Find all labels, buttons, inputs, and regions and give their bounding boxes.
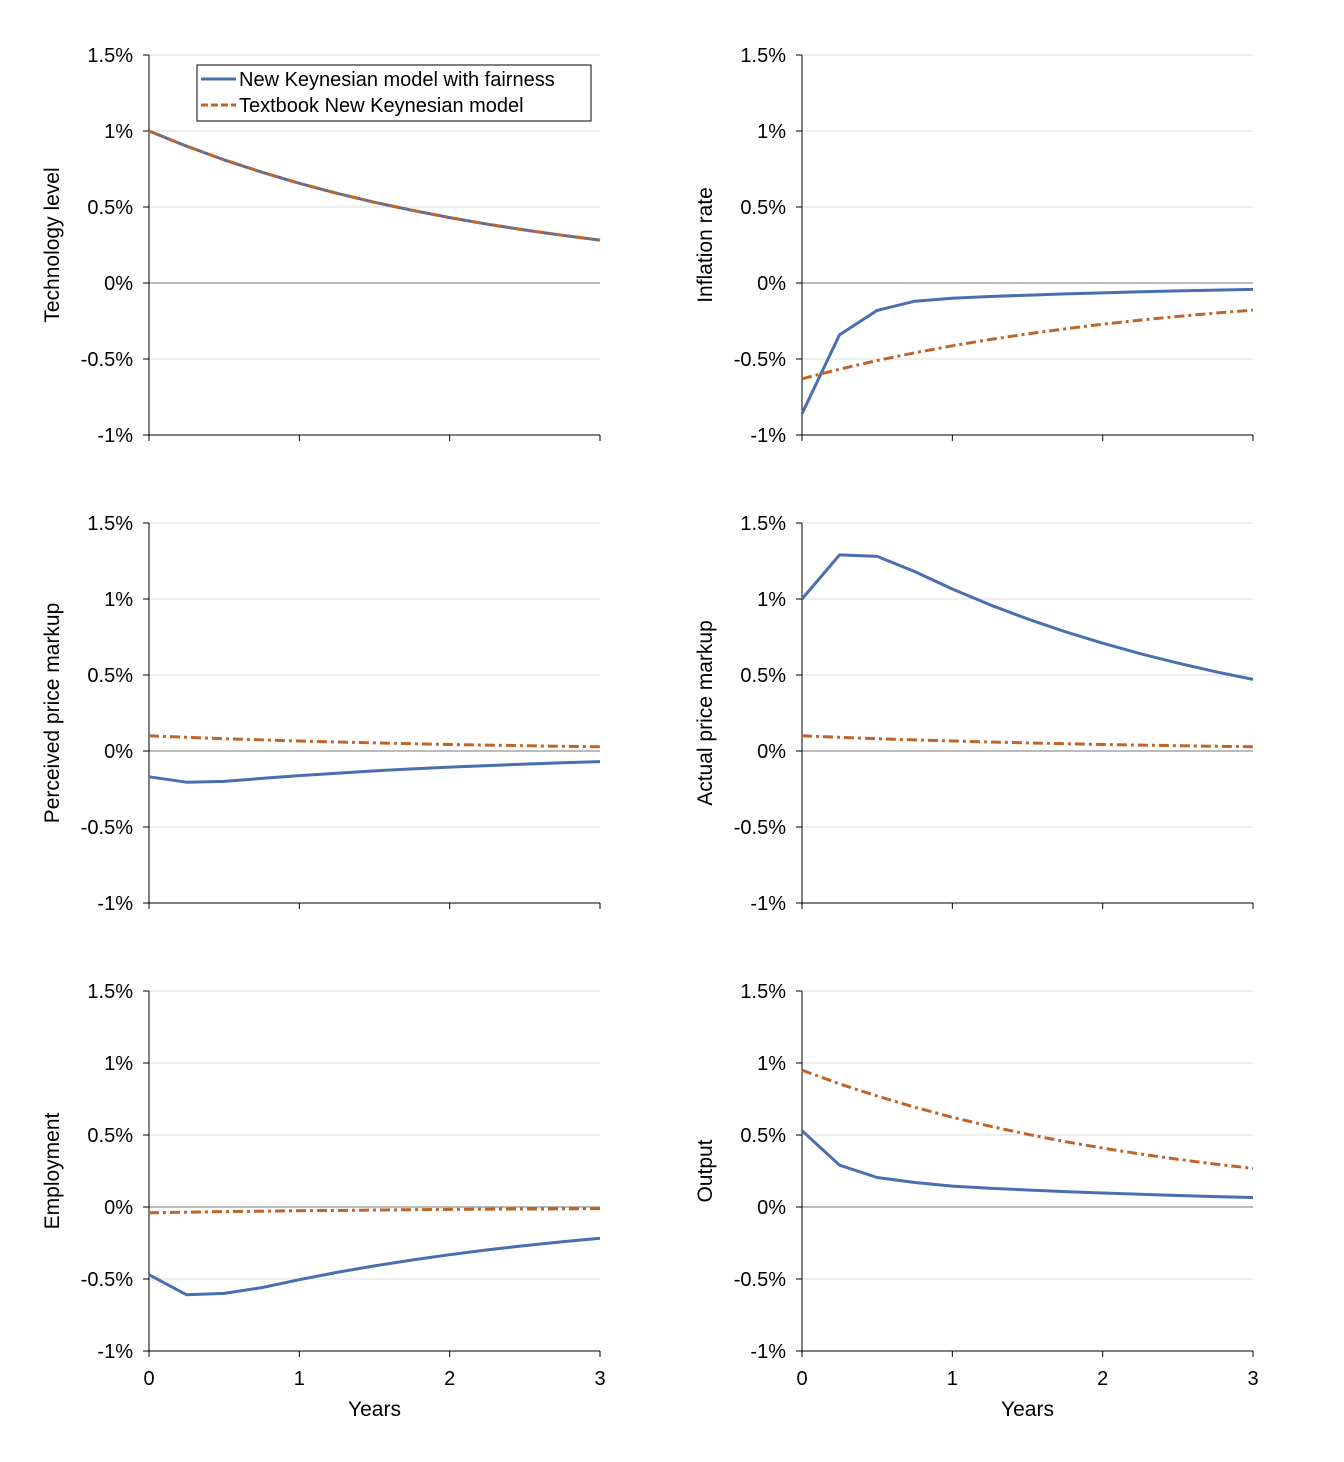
legend-box — [196, 64, 592, 122]
y-tick-label: 1% — [104, 1053, 133, 1075]
x-axis-label: Years — [348, 1398, 401, 1421]
x-tick-label: 1 — [947, 1368, 958, 1390]
y-tick-label: -0.5% — [734, 817, 786, 839]
y-tick-label: 0.5% — [740, 1125, 786, 1147]
x-tick-label: 2 — [444, 1368, 455, 1390]
y-axis-label: Perceived price markup — [41, 603, 64, 824]
series-line-textbook — [148, 1207, 601, 1215]
series-line-fairness — [800, 287, 1254, 415]
y-tick-label: 1% — [104, 589, 133, 611]
y-tick-label: -0.5% — [81, 1269, 133, 1291]
panel-3: -1% -0.5% 0% 0.5% 1% 1.5% Perceived price mark… — [41, 513, 601, 915]
x-tick-label: 0 — [796, 1368, 807, 1390]
series-line-textbook — [148, 129, 601, 242]
y-tick-label: 1.5% — [87, 513, 133, 535]
series-line-textbook — [801, 308, 1254, 381]
y-axis-label: Inflation rate — [694, 187, 717, 303]
y-tick-label: 1.5% — [87, 981, 133, 1003]
y-tick-label: -0.5% — [81, 817, 133, 839]
y-tick-label: 1% — [757, 121, 786, 143]
series-line-textbook — [148, 734, 601, 749]
y-axis-label: Technology level — [41, 167, 64, 322]
y-tick-label: 1% — [104, 121, 133, 143]
series-line-fairness — [148, 1236, 601, 1297]
y-tick-label: -1% — [97, 1341, 133, 1363]
x-axis-label: Years — [1001, 1398, 1054, 1421]
y-tick-label: 0.5% — [87, 197, 133, 219]
y-axis-label: Output — [694, 1139, 717, 1202]
y-tick-label: 0.5% — [740, 197, 786, 219]
panel-4: -1% -0.5% 0% 0.5% 1% 1.5% Actual price markup — [694, 513, 1254, 915]
y-tick-label: 0% — [757, 273, 786, 295]
x-tick-label: 3 — [594, 1368, 605, 1390]
y-tick-label: 1.5% — [740, 45, 786, 67]
y-axis-label: Employment — [41, 1112, 64, 1229]
y-tick-label: 0.5% — [87, 665, 133, 687]
legend-label: New Keynesian model with fairness — [239, 69, 555, 91]
y-tick-label: 0% — [104, 1197, 133, 1219]
y-tick-label: 1.5% — [740, 513, 786, 535]
series-line-fairness — [148, 129, 601, 242]
y-tick-label: -1% — [750, 893, 786, 915]
y-tick-label: 1% — [757, 589, 786, 611]
y-tick-label: 0.5% — [740, 665, 786, 687]
series-line-textbook — [801, 1068, 1254, 1170]
legend: New Keynesian model with fairness Textboo… — [196, 64, 592, 122]
y-tick-label: -0.5% — [734, 1269, 786, 1291]
y-tick-label: -0.5% — [81, 349, 133, 371]
y-tick-label: -1% — [750, 1341, 786, 1363]
y-tick-label: 0% — [104, 273, 133, 295]
series-line-textbook — [801, 734, 1254, 749]
x-tick-label: 0 — [143, 1368, 154, 1390]
y-tick-label: 0% — [104, 741, 133, 763]
x-tick-label: 1 — [294, 1368, 305, 1390]
y-tick-label: 0.5% — [87, 1125, 133, 1147]
y-tick-label: -1% — [97, 425, 133, 447]
x-tick-label: 3 — [1247, 1368, 1258, 1390]
y-axis-label: Actual price markup — [694, 620, 717, 806]
x-tick-label: 2 — [1097, 1368, 1108, 1390]
panel-6: -1% -0.5% 0% 0.5% 1% 1.5% 0 1 2 3 Years Output — [694, 981, 1259, 1421]
y-tick-label: -1% — [750, 425, 786, 447]
panel-2: -1% -0.5% 0% 0.5% 1% 1.5% Inflation rate — [694, 45, 1254, 447]
series-line-fairness — [148, 760, 601, 784]
series-line-fairness — [800, 553, 1254, 681]
y-tick-label: 0% — [757, 1197, 786, 1219]
y-tick-label: 1.5% — [87, 45, 133, 67]
legend-label: Textbook New Keynesian model — [239, 95, 524, 117]
y-tick-label: 1% — [757, 1053, 786, 1075]
y-tick-label: -0.5% — [734, 349, 786, 371]
panel-1: -1% -0.5% 0% 0.5% 1% 1.5% Technology level — [41, 45, 601, 447]
y-tick-label: -1% — [97, 893, 133, 915]
y-tick-label: 0% — [757, 741, 786, 763]
series-line-fairness — [800, 1129, 1254, 1199]
panel-5: -1% -0.5% 0% 0.5% 1% 1.5% 0 1 2 3 Years Employment — [41, 981, 606, 1421]
y-tick-label: 1.5% — [740, 981, 786, 1003]
